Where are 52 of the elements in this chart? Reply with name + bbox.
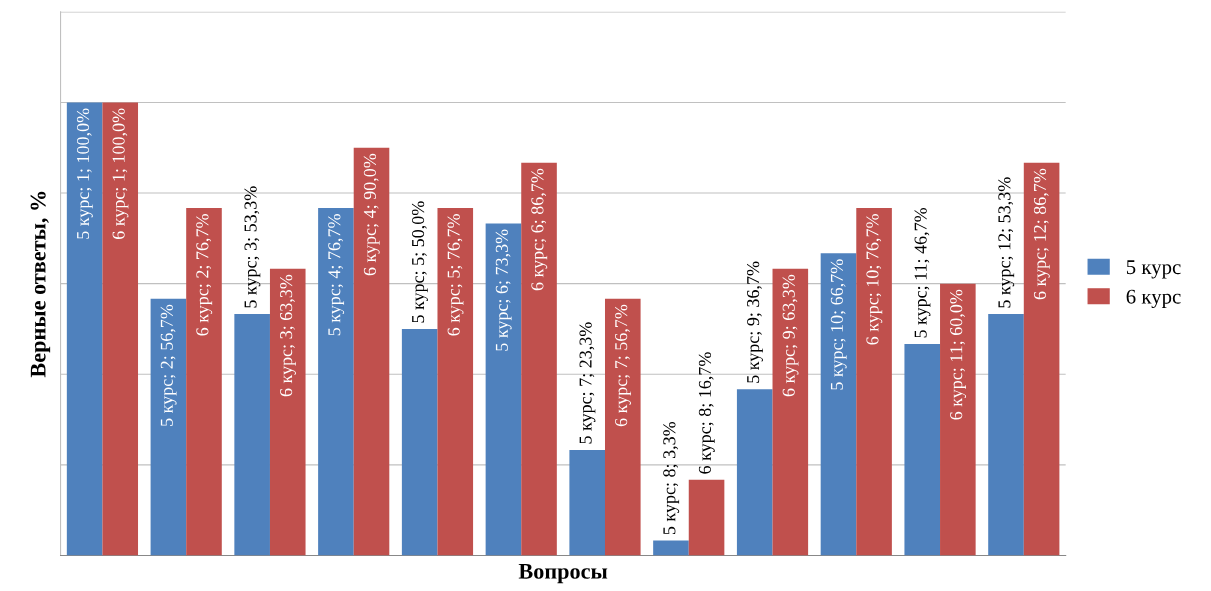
bar <box>66 102 103 556</box>
data-label: 6 курс; 9; 63,3% <box>782 274 799 397</box>
data-label: 5 курс; 3; 53,3% <box>244 186 261 308</box>
bar <box>688 479 725 556</box>
bar <box>186 208 222 556</box>
bar <box>401 328 438 556</box>
bar <box>569 449 605 556</box>
legend-label: 5 курс <box>1126 260 1181 279</box>
data-label: 5 курс; 9; 36,7% <box>747 261 763 383</box>
data-label: 6 курс; 4; 90,0% <box>363 153 380 276</box>
data-label: 6 курс; 10; 76,7% <box>866 214 883 345</box>
bar <box>856 208 892 556</box>
data-label: 5 курс; 4; 76,7% <box>328 214 345 336</box>
bar <box>988 314 1024 556</box>
bar <box>269 268 306 556</box>
data-label: 5 курс; 8; 3,3% <box>663 421 680 535</box>
bar <box>102 102 139 556</box>
data-label: 6 курс; 8; 16,7% <box>698 352 715 474</box>
data-label: 5 курс; 10; 66,7% <box>830 259 847 390</box>
data-label: 5 курс; 5; 50,0% <box>411 201 428 323</box>
x-axis-title: Вопросы <box>518 564 608 584</box>
bar <box>736 389 773 556</box>
bar <box>605 298 641 556</box>
y-axis-title: Верные ответы, % <box>30 191 51 378</box>
bar <box>521 162 557 556</box>
bar <box>940 283 976 556</box>
data-label: 6 курс; 1; 100,0% <box>112 108 129 239</box>
bar <box>653 540 689 556</box>
bar <box>150 298 187 556</box>
bar <box>485 223 522 556</box>
data-label: 6 курс; 3; 63,3% <box>280 274 296 397</box>
data-label: 5 курс; 2; 56,7% <box>160 304 177 426</box>
data-label: 6 курс; 11; 60,0% <box>950 289 967 420</box>
data-label: 5 курс; 12; 53,3% <box>998 177 1015 308</box>
data-label: 6 курс; 7; 56,7% <box>615 304 631 427</box>
data-label: 5 курс; 1; 100,0% <box>76 108 93 239</box>
data-label: 5 курс; 7; 23,3% <box>579 322 596 444</box>
data-label: 5 курс; 11; 46,7% <box>914 207 931 338</box>
data-label: 6 курс; 5; 76,7% <box>447 214 464 336</box>
bar <box>437 208 474 556</box>
bar <box>234 314 270 556</box>
bar <box>1023 162 1060 556</box>
bar <box>820 253 857 556</box>
bar <box>353 147 390 556</box>
bar <box>318 208 354 556</box>
data-label: 6 курс; 2; 76,7% <box>196 214 213 336</box>
data-label: 5 курс; 6; 73,3% <box>495 229 512 351</box>
bar <box>904 343 941 556</box>
bar <box>772 268 809 556</box>
legend-label: 6 курс <box>1126 289 1181 308</box>
data-label: 6 курс; 12; 86,7% <box>1033 168 1050 300</box>
data-label: 6 курс; 6; 86,7% <box>531 168 548 291</box>
